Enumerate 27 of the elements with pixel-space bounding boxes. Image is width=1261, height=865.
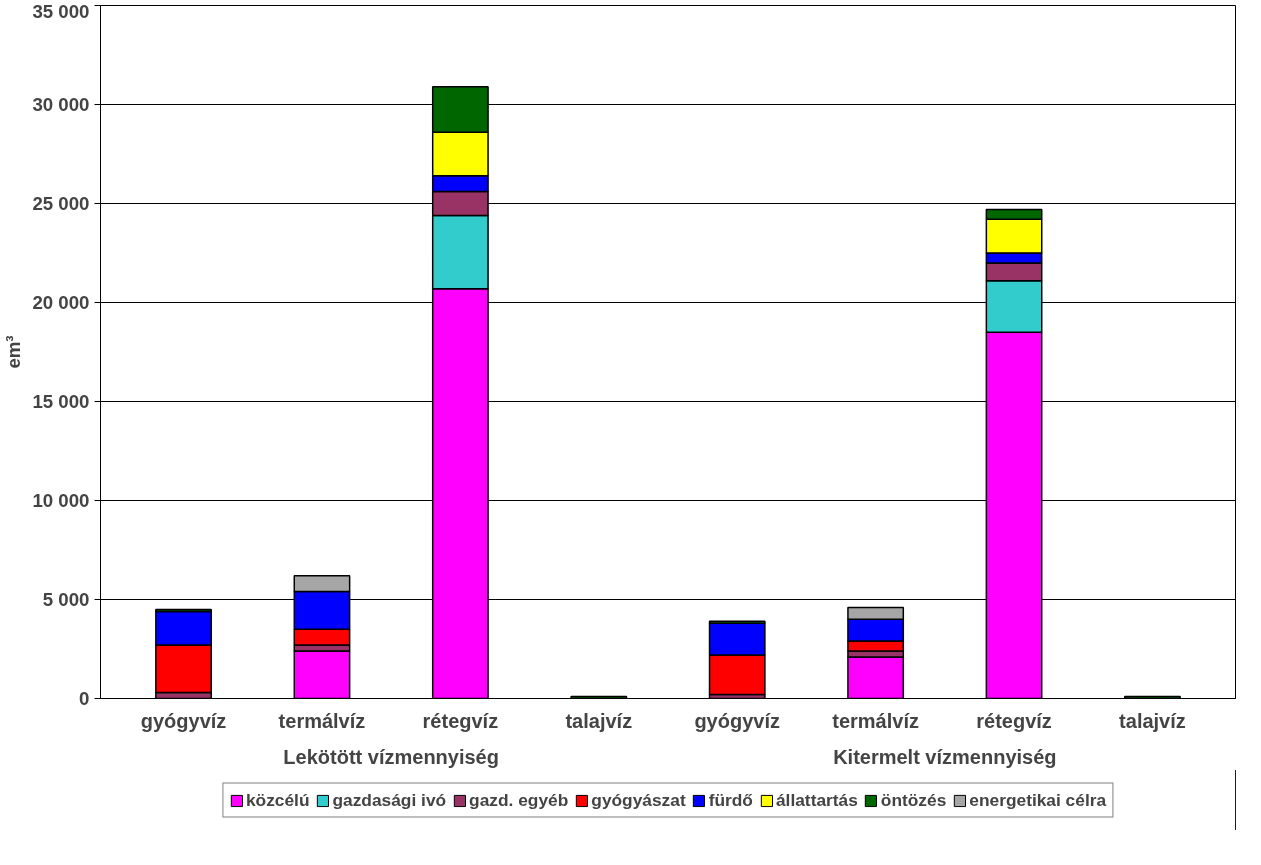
x-tick-label: termálvíz <box>832 709 919 732</box>
legend-label: energetikai célra <box>969 789 1107 811</box>
x-tick-label: talajvíz <box>1119 709 1186 732</box>
y-tick-label: 5 000 <box>42 589 90 610</box>
legend-label: gazdasági ivó <box>332 789 447 811</box>
legend-label: gazd. egyéb <box>469 789 569 811</box>
x-tick-label: rétegvíz <box>976 709 1052 732</box>
legend-label: állattartás <box>775 789 858 811</box>
y-tick-label: 25 000 <box>32 193 90 214</box>
x-tick-label: gyógyvíz <box>694 709 780 732</box>
y-tick-label: 35 000 <box>32 0 90 22</box>
x-tick-label: talajvíz <box>565 709 633 732</box>
y-tick-label: 0 <box>79 688 90 709</box>
y-tick-label: 20 000 <box>32 292 90 313</box>
text: Kitermelt vízmennyiség <box>833 745 1057 768</box>
legend-label: közcélú <box>245 789 310 811</box>
y-tick-label: 30 000 <box>32 94 90 115</box>
x-tick-label: rétegvíz <box>422 709 499 732</box>
text: Lekötött vízmennyiség <box>283 745 499 768</box>
y-tick-label: 10 000 <box>32 490 90 511</box>
legend-label: fürdő <box>708 789 753 811</box>
y-tick-label: 15 000 <box>32 391 90 412</box>
x-tick-label: termálvíz <box>278 709 366 732</box>
y-axis-title: em³ <box>3 335 25 369</box>
legend-label: öntözés <box>880 789 947 811</box>
x-tick-label: gyógyvíz <box>140 709 227 732</box>
legend-label: gyógyászat <box>591 789 686 811</box>
